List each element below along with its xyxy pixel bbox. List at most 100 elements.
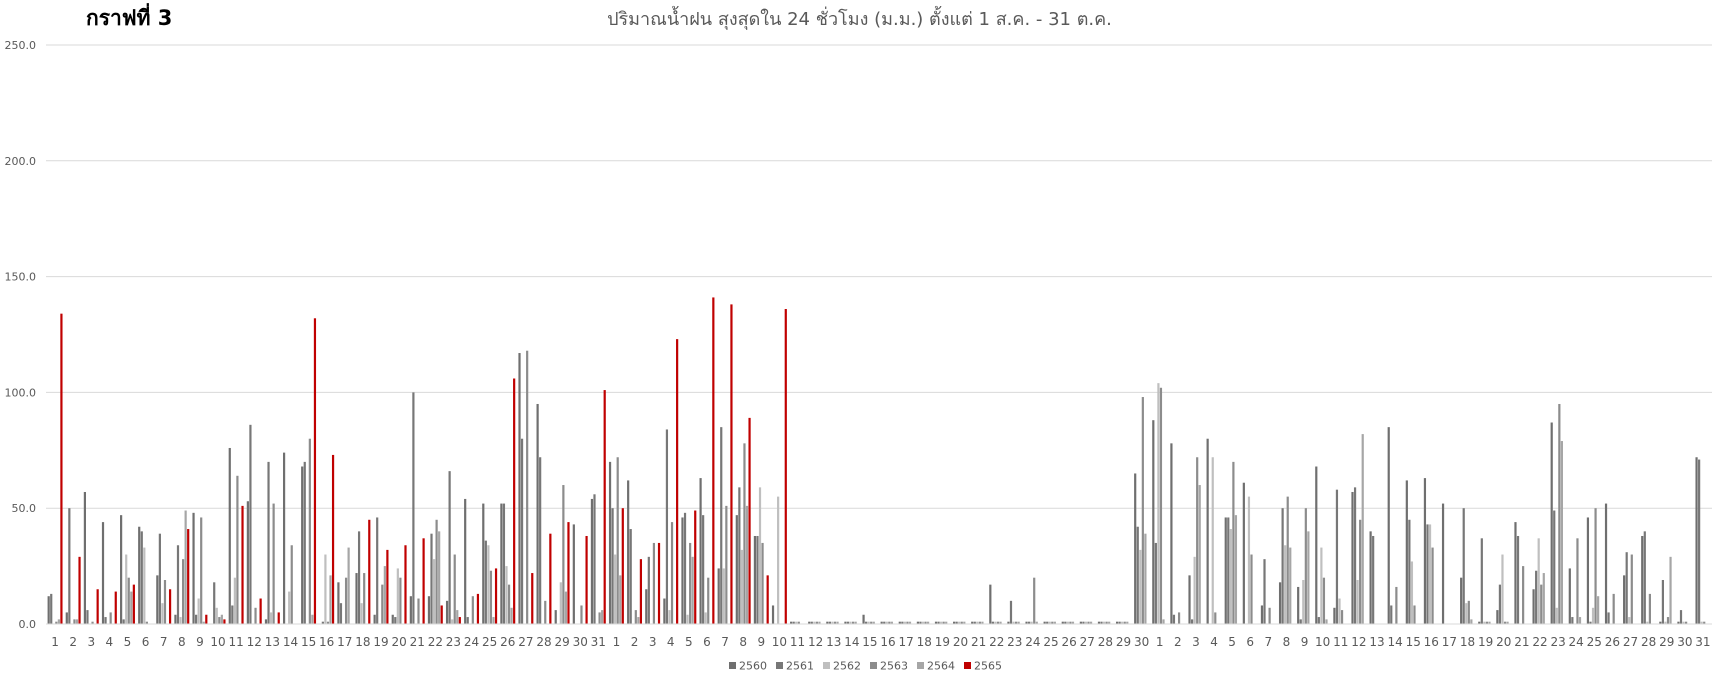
bar [901, 621, 904, 624]
bar [621, 508, 624, 624]
bar [458, 617, 461, 624]
x-tick-label: 11 [790, 635, 805, 649]
bar [192, 512, 195, 624]
bar [958, 621, 961, 624]
bar [1105, 621, 1108, 624]
bar [1193, 556, 1196, 624]
legend-label: 2560 [739, 660, 767, 673]
bar [1043, 621, 1046, 624]
series-2561 [50, 392, 1701, 624]
bar [652, 542, 656, 624]
x-tick-label: 28 [1641, 635, 1656, 649]
bar [1009, 600, 1013, 624]
bar [790, 621, 793, 624]
x-tick-label: 5 [685, 635, 693, 649]
x-tick-label: 9 [757, 635, 765, 649]
x-tick-label: 14 [844, 635, 859, 649]
bar [101, 522, 105, 624]
bar [329, 575, 332, 624]
bar [73, 619, 76, 624]
legend-swatch [729, 662, 736, 669]
bar [277, 612, 280, 624]
legend-swatch [964, 662, 971, 669]
bar [1121, 621, 1124, 624]
bar [168, 589, 172, 624]
bar [1126, 621, 1129, 624]
bar [1558, 403, 1561, 624]
bar [513, 378, 516, 624]
y-tick-label: 0.0 [19, 618, 37, 631]
x-tick-label: 1 [51, 635, 59, 649]
bar [1159, 387, 1163, 624]
x-tick-label: 12 [808, 635, 823, 649]
bar [1664, 621, 1667, 624]
y-tick-label: 50.0 [12, 502, 37, 515]
legend-item-2561: 2561 [776, 660, 814, 673]
bar [399, 577, 402, 624]
bar [1278, 582, 1282, 624]
bar [109, 612, 112, 624]
bar [720, 427, 723, 624]
gridlines [46, 44, 1712, 625]
bar [611, 508, 614, 624]
bar [1284, 545, 1287, 624]
bar [220, 614, 223, 624]
bar [686, 614, 689, 624]
x-tick-label: 5 [124, 635, 132, 649]
bar [559, 582, 562, 624]
bar [619, 575, 622, 624]
x-tick-label: 10 [210, 635, 225, 649]
bar [880, 621, 883, 624]
bar [1320, 547, 1323, 624]
x-tick-label: 9 [196, 635, 204, 649]
bar [927, 621, 930, 624]
bar [427, 596, 431, 624]
x-tick-label: 18 [355, 635, 370, 649]
bar [1051, 621, 1054, 624]
bar [1322, 577, 1326, 624]
bar [564, 591, 568, 624]
bar [1227, 517, 1230, 624]
bar [476, 593, 480, 624]
bar [1250, 554, 1253, 624]
bar [862, 614, 865, 624]
x-tick-label: 12 [1351, 635, 1366, 649]
bar [114, 591, 117, 624]
bar [1623, 575, 1626, 624]
bar [629, 529, 632, 624]
bar [1089, 621, 1093, 624]
bar [1465, 603, 1468, 624]
bar [404, 545, 407, 624]
bar [301, 466, 304, 624]
x-tick-label: 6 [1246, 635, 1254, 649]
bar [888, 621, 891, 624]
bar [1628, 617, 1631, 624]
x-tick-label: 31 [591, 635, 606, 649]
bar [1467, 600, 1470, 624]
bar [1157, 383, 1160, 624]
x-tick-label: 1 [1156, 635, 1164, 649]
bar [158, 533, 161, 624]
bar [676, 339, 679, 624]
bar [1162, 619, 1165, 624]
bar [143, 547, 146, 624]
bar [202, 621, 205, 624]
bar [1242, 482, 1245, 624]
bar [331, 454, 335, 624]
bar [464, 498, 467, 624]
bar [1340, 610, 1344, 624]
legend-swatch [917, 662, 924, 669]
bar [738, 487, 741, 624]
bar [1485, 621, 1489, 624]
bar [65, 612, 68, 624]
bar [1087, 621, 1090, 624]
bar [492, 617, 495, 624]
bar [645, 589, 648, 624]
bar [246, 501, 249, 624]
bar [766, 575, 769, 624]
bar [394, 617, 397, 624]
bar [699, 478, 702, 624]
bar [368, 519, 371, 624]
bar [267, 461, 270, 624]
bar [187, 529, 190, 624]
